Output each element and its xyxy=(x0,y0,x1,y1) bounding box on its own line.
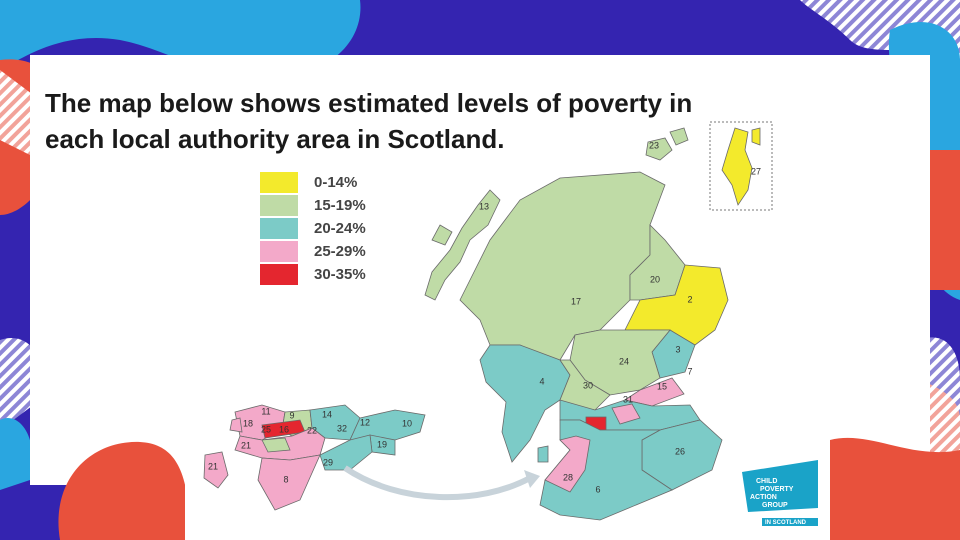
map-region xyxy=(544,435,591,493)
region-label: 30 xyxy=(583,380,593,390)
region-label: 19 xyxy=(377,439,387,449)
region-label: 17 xyxy=(571,296,581,306)
legend-label: 15-19% xyxy=(314,197,366,214)
map-region xyxy=(611,403,641,425)
legend-swatch xyxy=(260,241,298,262)
shape xyxy=(524,470,540,488)
legend-swatch xyxy=(260,264,298,285)
legend-swatch xyxy=(260,218,298,239)
logo: CHILD POVERTY ACTION GROUP IN SCOTLAND xyxy=(742,460,818,526)
map-region xyxy=(424,189,501,301)
region-label: 32 xyxy=(337,423,347,433)
shape xyxy=(830,437,960,540)
region-label: 31 xyxy=(623,394,633,404)
map-region xyxy=(319,434,373,471)
region-label: 2 xyxy=(687,294,692,304)
map-region xyxy=(229,417,243,433)
shape xyxy=(58,441,190,540)
title-line: The map below shows estimated levels of … xyxy=(45,88,692,118)
region-label: 4 xyxy=(539,376,544,386)
region-label: 6 xyxy=(595,484,600,494)
legend-swatch xyxy=(260,172,298,193)
region-label: 14 xyxy=(322,409,332,419)
region-label: 9 xyxy=(289,410,294,420)
region-label: 28 xyxy=(563,472,573,482)
region-label: 16 xyxy=(279,424,289,434)
logo-text: GROUP xyxy=(762,502,788,509)
logo-text: CHILD xyxy=(756,478,777,485)
region-label: 13 xyxy=(479,201,489,211)
map-region xyxy=(645,137,673,161)
region-label: 22 xyxy=(307,425,317,435)
region-label: 3 xyxy=(675,344,680,354)
region-label: 11 xyxy=(261,406,270,416)
region-label: 23 xyxy=(649,140,659,150)
title-line: each local authority area in Scotland. xyxy=(45,124,504,154)
legend-label: 25-29% xyxy=(314,243,366,260)
region-label: 18 xyxy=(243,418,253,428)
legend-label: 30-35% xyxy=(314,266,366,283)
region-label: 27 xyxy=(751,166,761,176)
legend-label: 0-14% xyxy=(314,174,357,191)
map-region xyxy=(669,127,689,146)
region-label: 26 xyxy=(675,446,685,456)
region-label: 8 xyxy=(283,474,288,484)
logo-text: ACTION xyxy=(750,494,777,501)
map-region xyxy=(751,127,761,146)
region-label: 20 xyxy=(650,274,660,284)
shape xyxy=(0,418,33,490)
legend-label: 20-24% xyxy=(314,220,366,237)
logo-text: POVERTY xyxy=(760,486,794,493)
region-label: 15 xyxy=(657,381,667,391)
region-label: 24 xyxy=(619,356,629,366)
map-region xyxy=(537,445,549,463)
region-label: 21 xyxy=(241,440,251,450)
region-label: 25 xyxy=(261,424,271,434)
map-region xyxy=(623,377,685,407)
region-label: 29 xyxy=(323,457,333,467)
shape xyxy=(343,465,532,501)
map: 13 20 2 17 3 24 4 30 7 15 23 27 26 28 6 … xyxy=(203,121,773,521)
region-label: 7 xyxy=(687,366,692,376)
shape xyxy=(930,150,960,290)
map-region xyxy=(261,437,291,453)
map-region xyxy=(721,127,753,206)
map-region xyxy=(257,454,321,511)
map-region xyxy=(431,224,453,246)
logo-text: IN SCOTLAND xyxy=(765,520,807,526)
map-region xyxy=(203,451,229,489)
shape xyxy=(762,518,818,526)
region-label: 21 xyxy=(208,461,218,471)
legend: 0-14% 15-19% 20-24% 25-29% 30-35% xyxy=(260,172,366,285)
region-label: 10 xyxy=(402,418,412,428)
shape xyxy=(742,460,818,512)
region-label: 12 xyxy=(360,417,370,427)
legend-swatch xyxy=(260,195,298,216)
